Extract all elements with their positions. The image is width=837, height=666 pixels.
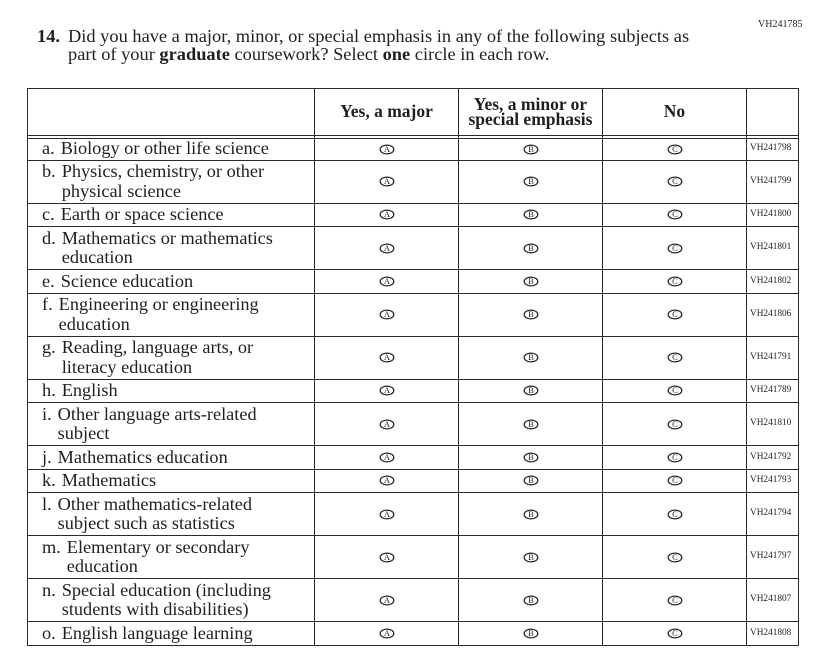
svg-text:A: A bbox=[383, 209, 390, 219]
svg-text:C: C bbox=[672, 552, 678, 562]
svg-text:A: A bbox=[383, 552, 390, 562]
svg-text:B: B bbox=[528, 309, 534, 319]
svg-text:A: A bbox=[383, 385, 390, 395]
svg-text:A: A bbox=[383, 144, 390, 154]
svg-text:A: A bbox=[383, 176, 390, 186]
svg-text:C: C bbox=[672, 352, 678, 362]
svg-text:C: C bbox=[672, 595, 678, 605]
svg-text:A: A bbox=[383, 419, 390, 429]
svg-text:A: A bbox=[383, 628, 390, 638]
svg-text:B: B bbox=[528, 385, 534, 395]
svg-text:C: C bbox=[672, 419, 678, 429]
svg-text:A: A bbox=[383, 475, 390, 485]
svg-text:C: C bbox=[672, 452, 678, 462]
svg-text:B: B bbox=[528, 452, 534, 462]
svg-text:C: C bbox=[672, 509, 678, 519]
svg-text:C: C bbox=[672, 144, 678, 154]
svg-text:B: B bbox=[528, 352, 534, 362]
svg-text:C: C bbox=[672, 628, 678, 638]
svg-text:C: C bbox=[672, 385, 678, 395]
svg-text:A: A bbox=[383, 452, 390, 462]
svg-text:C: C bbox=[672, 475, 678, 485]
svg-text:C: C bbox=[672, 243, 678, 253]
svg-text:B: B bbox=[528, 276, 534, 286]
svg-text:A: A bbox=[383, 309, 390, 319]
svg-text:A: A bbox=[383, 243, 390, 253]
svg-text:B: B bbox=[528, 243, 534, 253]
svg-text:C: C bbox=[672, 176, 678, 186]
svg-text:B: B bbox=[528, 144, 534, 154]
svg-text:C: C bbox=[672, 209, 678, 219]
svg-text:A: A bbox=[383, 276, 390, 286]
svg-text:B: B bbox=[528, 595, 534, 605]
svg-text:C: C bbox=[672, 309, 678, 319]
svg-text:C: C bbox=[672, 276, 678, 286]
svg-text:B: B bbox=[528, 628, 534, 638]
svg-text:A: A bbox=[383, 352, 390, 362]
svg-text:B: B bbox=[528, 209, 534, 219]
svg-text:B: B bbox=[528, 552, 534, 562]
svg-text:B: B bbox=[528, 176, 534, 186]
svg-text:B: B bbox=[528, 419, 534, 429]
svg-text:A: A bbox=[383, 595, 390, 605]
svg-text:B: B bbox=[528, 475, 534, 485]
svg-text:B: B bbox=[528, 509, 534, 519]
svg-text:A: A bbox=[383, 509, 390, 519]
